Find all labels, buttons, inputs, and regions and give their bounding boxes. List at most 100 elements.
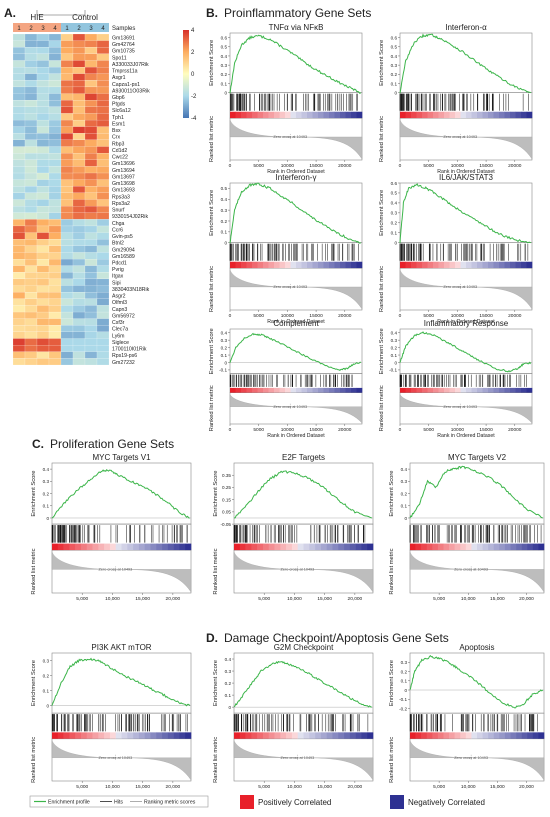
heatmap-gene-label: Gm27232 [112,360,135,366]
y-axis-label: Enrichment Score [379,328,385,374]
heatmap-cell [60,186,74,193]
y-tick-label: 0.5 [221,186,228,191]
correlation-segment [92,543,99,551]
heatmap-cell [36,225,50,233]
heatmap-gene-label: Rps19-ps6 [112,353,137,359]
correlation-segment [323,261,330,269]
heatmap-cell [72,133,86,140]
correlation-segment [351,387,357,393]
heatmap-gene-label: Gm13691 [112,35,135,41]
hits-marks [229,374,353,387]
heatmap-cell [60,331,74,339]
y-tick-label: -0.1 [389,368,397,373]
correlation-segment [268,543,275,551]
y-tick-label: 0.3 [391,211,398,216]
heatmap-cell [96,153,110,160]
heatmap-cell [36,318,50,326]
correlation-segment [274,732,281,739]
correlation-segment [471,111,478,119]
heatmap-cell [84,298,98,306]
heatmap-cell [36,278,50,286]
heatmap-cell [84,351,98,359]
correlation-segment [482,732,489,739]
heatmap-cell [96,47,110,54]
heatmap-cell [60,252,74,260]
heatmap-cell [96,219,110,227]
correlation-segment [355,732,362,739]
heatmap-cell [48,358,62,366]
colorbar-tick-label: -2 [191,94,197,100]
correlation-segment [356,387,363,393]
y-axis-label: Enrichment Score [209,328,215,374]
panel-d-letter: D. [206,631,218,645]
y-tick-label: 0.2 [43,491,50,496]
heatmap-cell [12,245,26,253]
heatmap-cell [84,239,98,246]
correlation-segment [488,543,495,551]
heatmap-cell [24,239,38,246]
correlation-segment [410,543,416,551]
heatmap-cell [36,331,50,339]
heatmap-gene-label: Tph1 [112,115,124,121]
correlation-segment [297,732,304,739]
gsea-chart: Interferon-γ 0 0.1 0.2 0.3 0.4 0.5 Enrichment S… [209,173,363,325]
heatmap-cell [12,159,26,167]
y-tick-label: 0.2 [391,72,398,77]
heatmap-cell [48,93,62,101]
heatmap-cell [48,53,62,61]
chart-title: IL6/JAK/STAT3 [439,173,493,182]
zero-cross-label: Zero cross at 10493 [281,567,315,571]
heatmap-gene-label: Gm10735 [112,49,135,55]
heatmap-cell [84,245,98,253]
heatmap-cell [48,265,62,273]
correlation-segment [279,111,286,119]
correlation-segment [356,111,363,119]
y-tick-label: 0 [394,240,397,245]
correlation-segment [245,543,252,551]
heatmap-cell [84,331,98,339]
enrichment-profile-line [399,331,532,373]
heatmap-gene-label: Btnl2 [112,241,124,247]
heatmap-cell [72,245,86,253]
correlation-segment [510,543,517,551]
heatmap-cell [24,126,38,134]
enrichment-profile-line [233,470,372,519]
heatmap-cell [96,358,110,366]
heatmap-cell [24,272,38,280]
heatmap-cell [60,60,74,68]
correlation-segment [309,543,316,551]
heatmap-cell [48,285,62,293]
ranking-metric-fill [233,552,374,593]
x-tick-label: 10,000 [461,784,476,790]
y-axis-label: Enrichment Score [31,660,37,706]
x-tick-label: 10000 [281,313,295,319]
heatmap-cell [36,212,50,220]
heatmap-gene-label: Ptgds [112,102,126,108]
x-tick-label: 20000 [508,427,522,433]
heatmap-cell [84,139,98,147]
heatmap-cell [24,285,38,293]
heatmap-cell [60,113,74,121]
y-tick-label: 0.2 [221,219,228,224]
heatmap-sample-number: 4 [101,26,105,32]
heatmap-cell [60,139,74,147]
hits-marks [51,714,188,732]
heatmap-cell [84,100,98,107]
correlation-segment [252,387,258,393]
correlation-segment [150,732,157,739]
correlation-segment [329,261,335,269]
heatmap-cell [36,305,50,313]
correlation-segment [538,543,545,551]
heatmap-gene-label: Cwc22 [112,155,128,161]
correlation-segment [241,261,247,269]
heatmap-cell [12,345,26,352]
correlation-segment [432,732,439,739]
x-tick-label: 15000 [479,313,493,319]
correlation-segment [251,732,258,739]
heatmap-cell [72,219,86,227]
correlation-bar [52,543,192,551]
heatmap-cell [36,146,50,154]
heatmap-cell [72,119,86,127]
y-tick-label: 0.1 [401,504,408,509]
correlation-segment [251,543,258,551]
